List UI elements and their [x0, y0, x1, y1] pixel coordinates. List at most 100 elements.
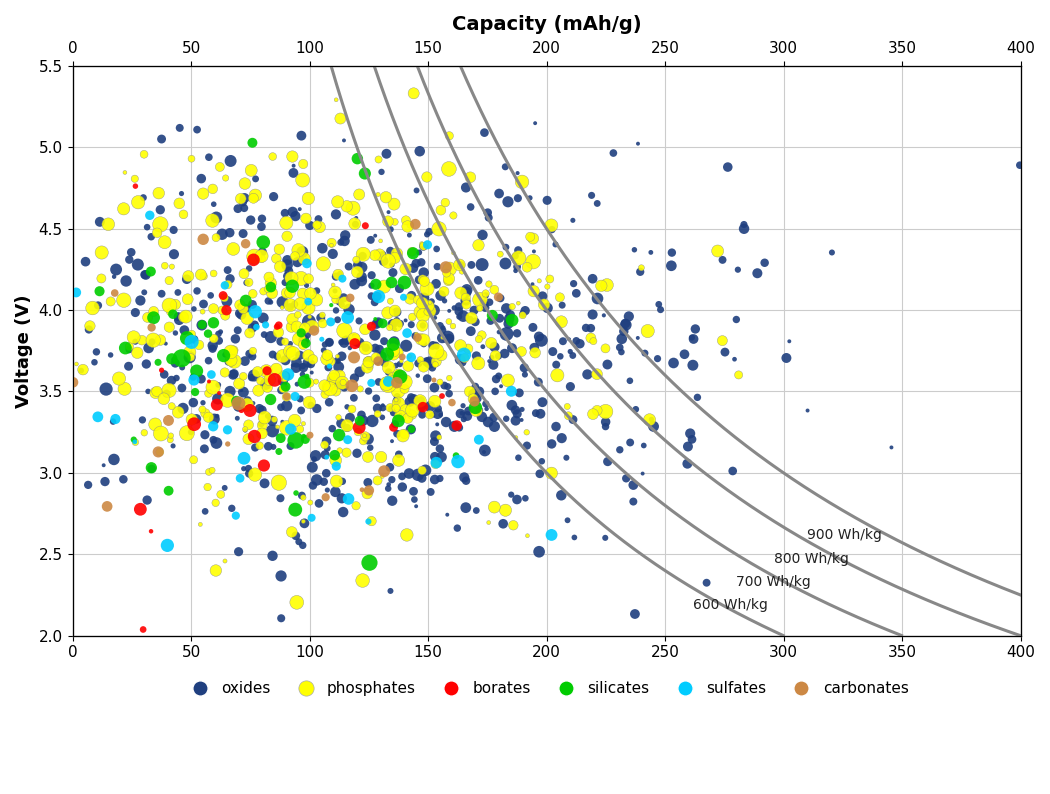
oxides — [634, 467, 651, 480]
oxides — [302, 357, 319, 370]
X-axis label: Capacity (mAh/g): Capacity (mAh/g) — [452, 15, 642, 34]
oxides — [309, 284, 326, 297]
phosphates — [402, 218, 419, 231]
phosphates — [379, 306, 396, 319]
oxides — [236, 191, 253, 204]
sulfates — [203, 368, 219, 381]
oxides — [341, 341, 358, 354]
oxides — [517, 304, 533, 317]
oxides — [597, 420, 614, 433]
phosphates — [127, 436, 144, 449]
oxides — [397, 314, 414, 327]
phosphates — [262, 277, 279, 290]
phosphates — [639, 325, 656, 337]
oxides — [544, 345, 561, 358]
phosphates — [278, 422, 295, 434]
phosphates — [274, 382, 291, 395]
phosphates — [204, 464, 220, 476]
silicates — [366, 313, 383, 326]
oxides — [595, 309, 612, 322]
borates — [214, 289, 231, 302]
phosphates — [470, 239, 487, 252]
sulfates — [68, 286, 85, 299]
oxides — [509, 167, 526, 179]
silicates — [143, 265, 160, 278]
borates — [143, 525, 160, 538]
oxides — [338, 422, 355, 434]
oxides — [391, 282, 407, 295]
oxides — [366, 229, 383, 242]
oxides — [114, 473, 131, 486]
oxides — [381, 461, 398, 473]
oxides — [475, 229, 491, 241]
carbonates — [376, 464, 393, 477]
carbonates — [425, 374, 442, 387]
oxides — [331, 295, 348, 308]
sulfates — [205, 420, 222, 433]
phosphates — [462, 171, 479, 183]
oxides — [488, 372, 505, 385]
phosphates — [531, 275, 548, 287]
phosphates — [430, 222, 447, 235]
oxides — [294, 368, 311, 380]
phosphates — [452, 259, 468, 272]
oxides — [235, 386, 252, 399]
oxides — [204, 342, 220, 355]
phosphates — [440, 315, 457, 328]
sulfates — [89, 410, 106, 423]
oxides — [502, 308, 519, 321]
phosphates — [387, 318, 404, 331]
oxides — [421, 356, 438, 368]
phosphates — [290, 244, 307, 256]
oxides — [316, 338, 333, 351]
oxides — [297, 253, 314, 266]
phosphates — [162, 434, 178, 446]
phosphates — [225, 243, 242, 256]
borates — [246, 430, 262, 443]
phosphates — [357, 323, 374, 336]
phosphates — [427, 458, 444, 471]
oxides — [526, 245, 543, 258]
oxides — [173, 382, 190, 395]
phosphates — [326, 371, 342, 384]
sulfates — [216, 279, 233, 291]
silicates — [396, 276, 413, 289]
phosphates — [253, 252, 270, 265]
phosphates — [277, 335, 294, 348]
oxides — [504, 341, 521, 354]
phosphates — [513, 345, 530, 358]
sulfates — [142, 209, 159, 222]
oxides — [517, 492, 533, 505]
Text: 900 Wh/kg: 900 Wh/kg — [807, 528, 882, 542]
oxides — [507, 403, 524, 416]
oxides — [153, 133, 170, 145]
sulfates — [318, 451, 335, 464]
oxides — [294, 245, 311, 258]
oxides — [96, 459, 112, 472]
phosphates — [585, 408, 602, 421]
oxides — [459, 283, 476, 296]
oxides — [527, 407, 544, 419]
phosphates — [232, 299, 249, 311]
oxides — [235, 462, 252, 475]
oxides — [583, 322, 600, 334]
oxides — [380, 478, 397, 491]
oxides — [514, 307, 531, 320]
phosphates — [543, 467, 560, 480]
oxides — [558, 451, 574, 464]
phosphates — [201, 387, 217, 399]
oxides — [88, 345, 105, 358]
phosphates — [415, 240, 432, 252]
phosphates — [162, 306, 178, 318]
oxides — [625, 479, 642, 491]
phosphates — [328, 385, 344, 398]
oxides — [628, 403, 645, 415]
oxides — [455, 399, 471, 412]
phosphates — [223, 354, 239, 367]
sulfates — [322, 315, 339, 328]
carbonates — [394, 351, 411, 364]
silicates — [390, 414, 406, 427]
borates — [270, 319, 287, 332]
oxides — [468, 504, 485, 517]
oxides — [353, 271, 370, 283]
